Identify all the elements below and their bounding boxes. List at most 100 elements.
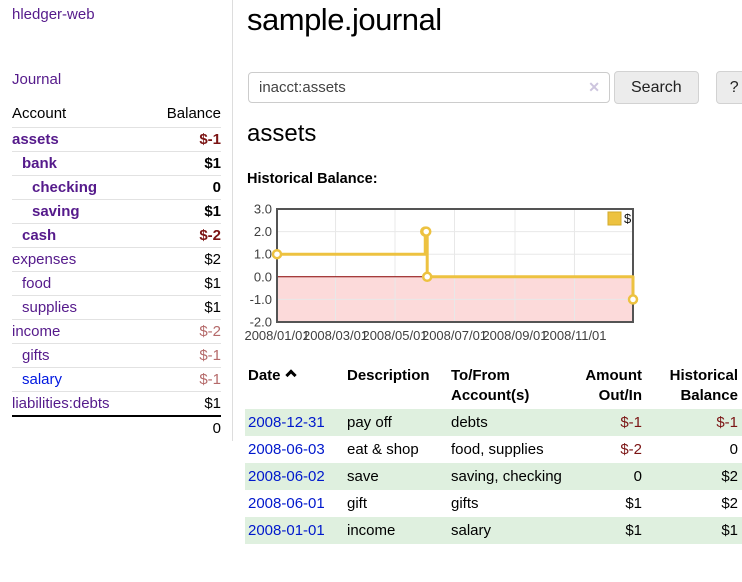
account-link[interactable]: bank [22,155,58,172]
x-tick-label: 2008/05/01 [362,328,427,343]
account-balance: $-1 [199,131,221,148]
x-tick-label: 2008/11/01 [542,328,606,343]
sort-ascending-icon [284,369,297,381]
transaction-balance: $-1 [716,414,738,431]
data-point-marker [421,271,433,283]
account-link[interactable]: income [12,323,61,340]
transaction-balance: $2 [721,495,738,512]
x-tick-label: 2008/01/01 [244,328,309,343]
account-link[interactable]: liabilities:debts [12,395,110,412]
account-row: cash $-2 [12,223,221,248]
transaction-date-link[interactable]: 2008-12-31 [248,414,325,431]
transaction-date-link[interactable]: 2008-01-01 [248,522,325,539]
accounts-table: Account Balance assets $-1 bank $1 checking 0… [12,100,221,440]
account-link[interactable]: expenses [12,251,77,268]
account-row: salary $-1 [12,367,221,392]
transaction-row[interactable]: 2008-01-01 income salary $1 $1 [245,517,742,544]
account-row: gifts $-1 [12,343,221,368]
chart-title: Historical Balance: [247,171,378,187]
account-link[interactable]: assets [12,131,59,148]
accounts-total-value: 0 [212,420,221,437]
account-row: income $-2 [12,319,221,344]
search-input[interactable] [248,72,610,103]
account-balance: $2 [204,251,221,268]
sidebar: hledger-web Journal Account Balance asse… [0,0,233,441]
register-header-date[interactable]: Date [245,362,344,409]
account-row: liabilities:debts $1 [12,391,221,417]
register-header-balance: Historical Balance [669,367,738,404]
account-row: expenses $2 [12,247,221,272]
register-header-description: Description [347,367,430,384]
transaction-accounts: gifts [451,495,479,512]
transaction-accounts: saving, checking [451,468,562,485]
transaction-description: eat & shop [347,441,419,458]
app-brand-link[interactable]: hledger-web [12,6,95,23]
accounts-header-row: Account Balance [12,100,221,128]
transaction-date-link[interactable]: 2008-06-03 [248,441,325,458]
transaction-row[interactable]: 2008-06-01 gift gifts $1 $2 [245,490,742,517]
transaction-amount: $-1 [620,414,642,431]
account-row: supplies $1 [12,295,221,320]
y-tick-label: 1.0 [254,247,272,262]
account-balance: $1 [204,203,221,220]
account-balance: $-2 [199,323,221,340]
x-tick-label: 2008/09/01 [482,328,547,343]
transaction-amount: $-2 [620,441,642,458]
account-heading: assets [247,120,317,147]
data-point-marker [271,248,283,260]
account-balance: 0 [212,179,221,196]
account-row: saving $1 [12,199,221,224]
transaction-amount: $1 [625,495,642,512]
transaction-balance: 0 [729,441,738,458]
transaction-balance: $1 [721,522,738,539]
account-balance: $1 [204,299,221,316]
y-tick-label: 0.0 [254,269,272,284]
y-tick-label: -2.0 [250,315,272,330]
transaction-row[interactable]: 2008-06-03 eat & shop food, supplies $-2 0 [245,436,742,463]
data-point-marker [420,226,432,237]
legend-label: $ [624,211,632,226]
historical-balance-chart[interactable]: 3.0 2.0 1.0 0.0 -1.0 -2.0 2008/01/01 2008/03/01… [244,202,645,350]
plot-border [276,208,634,323]
register-header-amount: Amount Out/In [585,367,642,404]
account-row: checking 0 [12,175,221,200]
account-link[interactable]: gifts [22,347,50,364]
account-row: bank $1 [12,151,221,176]
help-button[interactable]: ? [715,71,742,104]
transaction-date-link[interactable]: 2008-06-01 [248,495,325,512]
data-point-marker [627,294,639,305]
account-row: assets $-1 [12,127,221,152]
transaction-accounts: food, supplies [451,441,544,458]
accounts-header-account: Account [12,105,67,122]
transaction-amount: $1 [625,522,642,539]
account-link[interactable]: checking [32,179,98,196]
account-link[interactable]: food [22,275,52,292]
account-row: food $1 [12,271,221,296]
transaction-date-link[interactable]: 2008-06-02 [248,468,325,485]
y-tick-label: 2.0 [254,224,272,239]
transaction-row[interactable]: 2008-12-31 pay off debts $-1 $-1 [245,409,742,436]
page-title: sample.journal [247,2,442,37]
search-bar: ✕ Search ? [248,71,742,104]
transaction-description: gift [347,495,368,512]
date-header-label: Date [248,367,281,384]
transaction-description: pay off [347,414,392,431]
accounts-total-row: 0 [12,416,221,440]
sidebar-item-journal[interactable]: Journal [12,71,62,88]
transaction-amount: 0 [633,468,642,485]
account-link[interactable]: salary [22,371,63,388]
account-link[interactable]: cash [22,227,57,244]
search-button[interactable]: Search [614,71,699,104]
account-link[interactable]: saving [32,203,80,220]
account-balance: $-1 [199,371,221,388]
account-balance: $-1 [199,347,221,364]
account-balance: $1 [204,275,221,292]
y-tick-label: 3.0 [254,202,272,217]
transaction-description: income [347,522,396,539]
transaction-balance: $2 [721,468,738,485]
search-clear-icon[interactable]: ✕ [588,79,600,95]
transaction-accounts: salary [451,522,492,539]
account-balance: $1 [204,155,221,172]
transaction-row[interactable]: 2008-06-02 save saving, checking 0 $2 [245,463,742,490]
account-link[interactable]: supplies [22,299,78,316]
